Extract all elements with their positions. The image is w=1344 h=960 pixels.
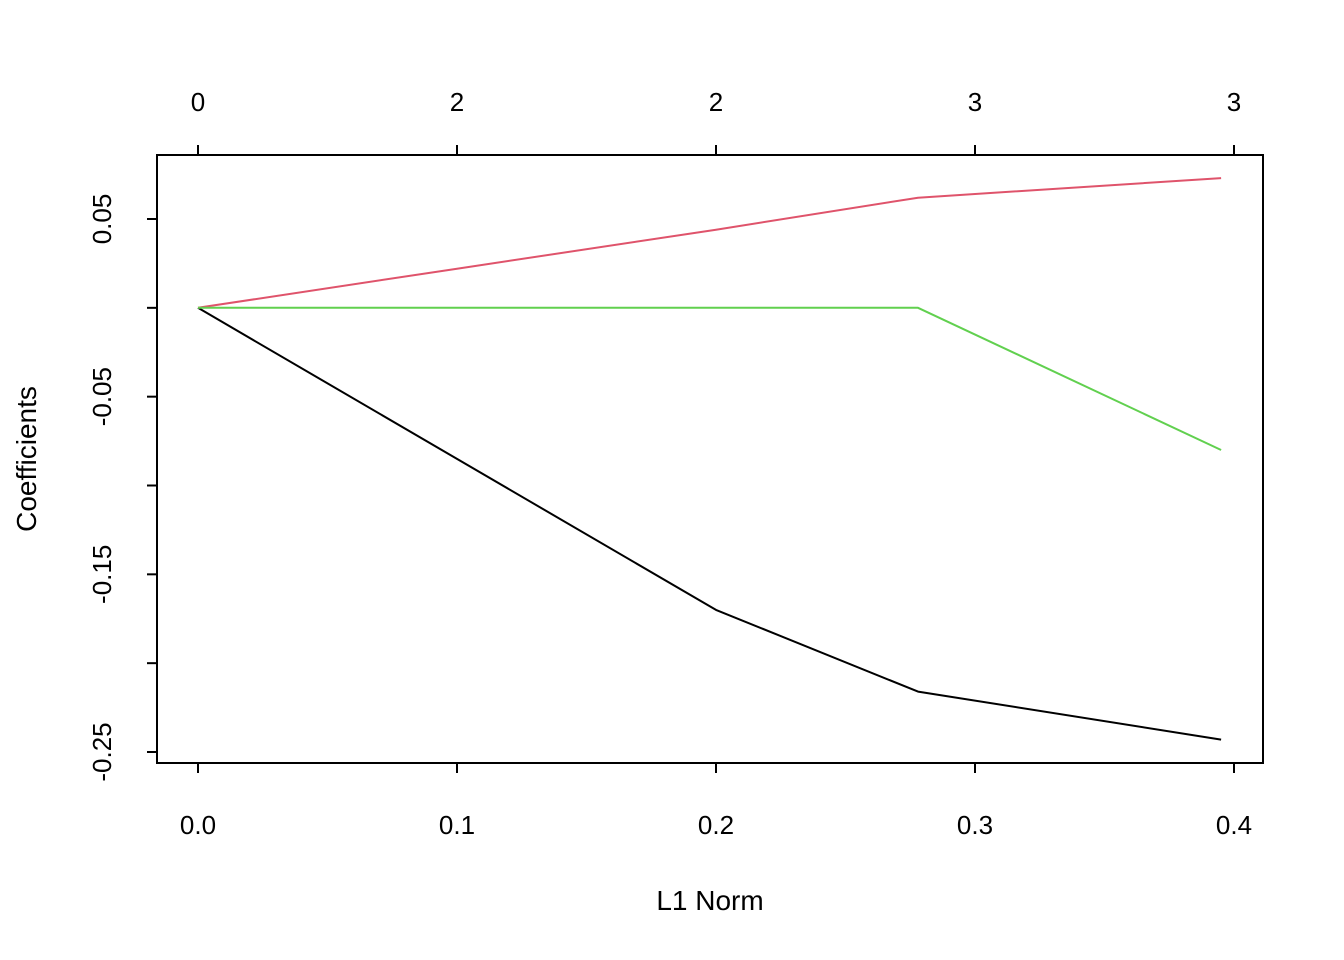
series-lines (197, 177, 1222, 741)
plot-frame (156, 154, 1264, 764)
y-tick-label: -0.15 (87, 545, 117, 604)
x-tick-label: 0.0 (180, 810, 216, 840)
y-tick-label: -0.25 (87, 722, 117, 781)
left-axis: -0.25 -0.15 -0.05 0.05 (87, 194, 157, 782)
top-axis: 0 2 2 3 3 (191, 87, 1241, 155)
x-tick-label: 0.2 (698, 810, 734, 840)
y-tick-label: -0.05 (87, 367, 117, 426)
y-axis-title: Coefficients (11, 386, 42, 532)
y-tick-label: 0.05 (87, 194, 117, 245)
series-line-2 (197, 177, 1222, 309)
x-tick-label: 0.1 (439, 810, 475, 840)
top-tick-label: 3 (1227, 87, 1241, 117)
top-tick-label: 2 (450, 87, 464, 117)
bottom-axis: 0.0 0.1 0.2 0.3 0.4 (180, 763, 1252, 840)
series-line-1 (197, 306, 1222, 741)
x-tick-label: 0.3 (957, 810, 993, 840)
top-tick-label: 0 (191, 87, 205, 117)
x-tick-label: 0.4 (1216, 810, 1252, 840)
series-line-3 (198, 306, 1222, 451)
x-axis-title: L1 Norm (656, 885, 763, 916)
top-tick-label: 3 (968, 87, 982, 117)
top-tick-label: 2 (709, 87, 723, 117)
